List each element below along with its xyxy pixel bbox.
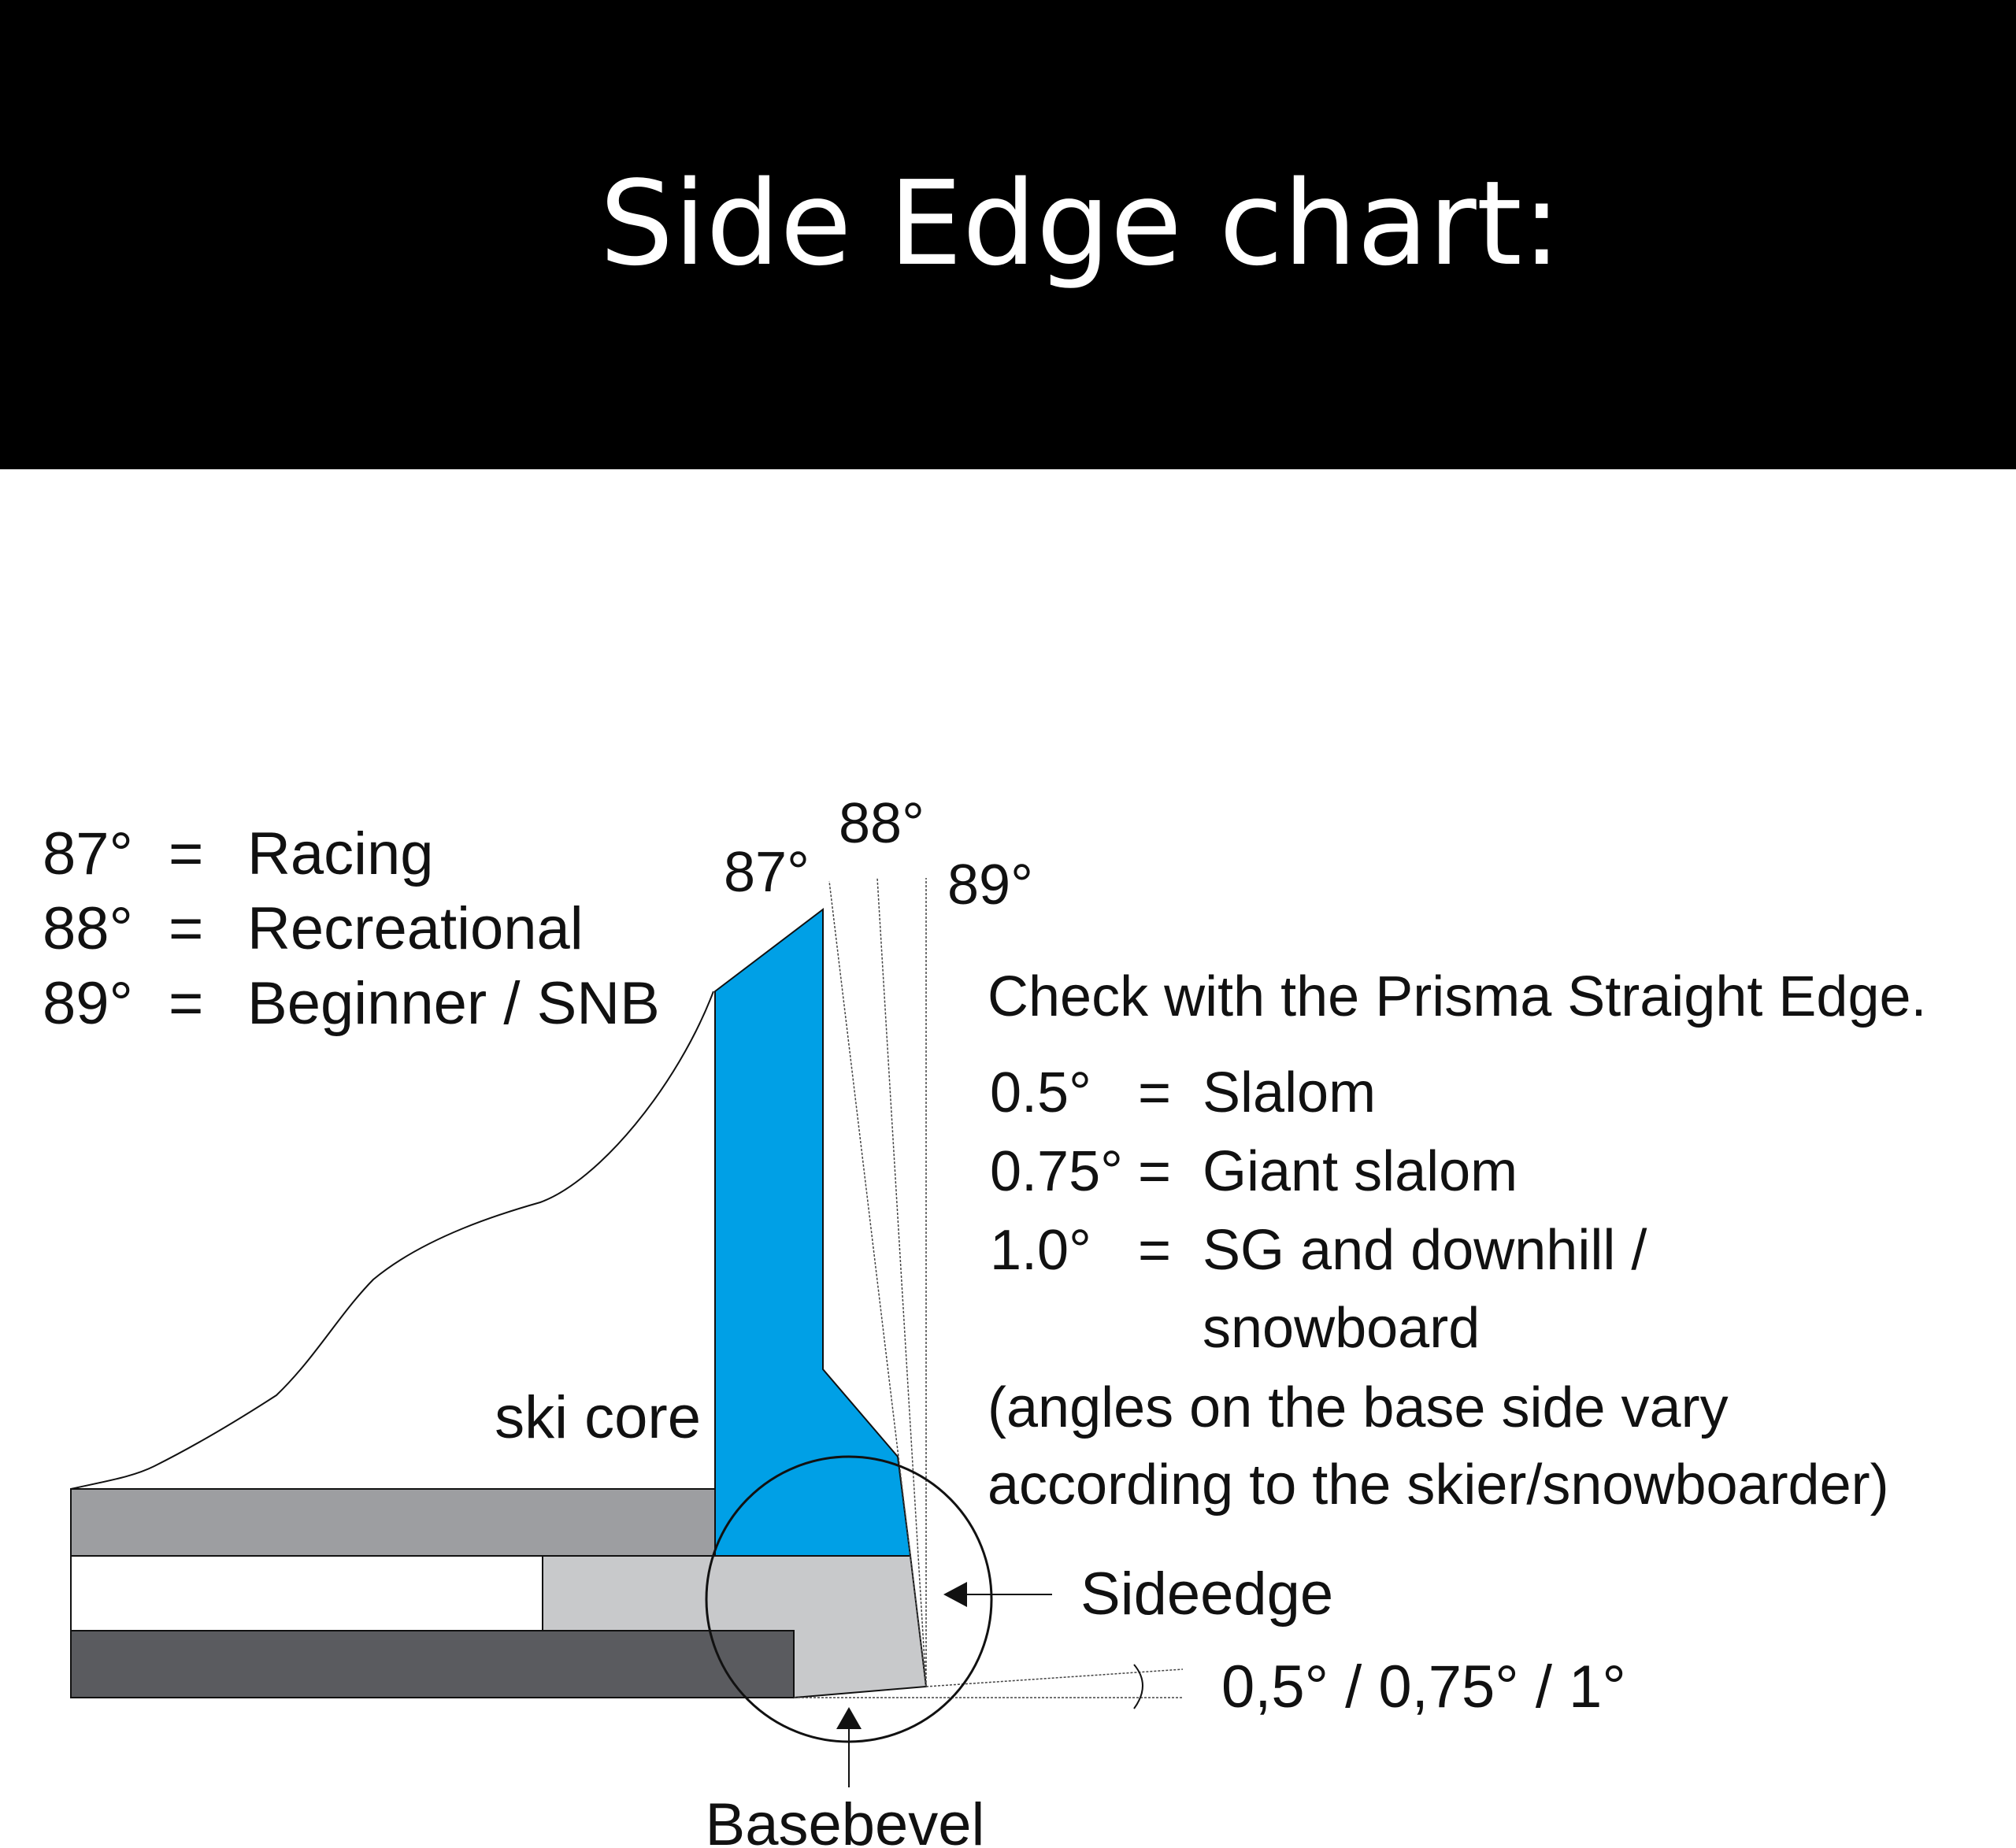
angle-label-89: 89° (947, 854, 1033, 917)
base-equals: = (1138, 1219, 1171, 1282)
basebevel-arrow-icon (836, 1707, 862, 1729)
page-title: Side Edge chart: (599, 156, 1561, 291)
note-line: according to the skier/snowboarder) (988, 1454, 1889, 1517)
core-layer (70, 1555, 543, 1631)
mountain-outline (70, 991, 714, 1490)
base-discipline-continuation: snowboard (1203, 1297, 1480, 1360)
base-equals: = (1138, 1061, 1171, 1124)
angle-legend: 87° = Racing 88° = Recreational 89° = Be… (43, 820, 660, 1037)
legend-label: Beginner / SNB (247, 970, 660, 1037)
legend-label: Racing (247, 820, 434, 887)
angle-label-87: 87° (724, 841, 810, 904)
base-layer (70, 1630, 795, 1698)
bevel-angles-label: 0,5° / 0,75° / 1° (1221, 1654, 1626, 1720)
note-line: (angles on the base side vary (988, 1376, 1729, 1439)
sideedge-label: Sideedge (1080, 1561, 1333, 1628)
base-angle: 0.5° (990, 1061, 1091, 1124)
legend-angle: 87° (43, 820, 133, 887)
base-equals: = (1138, 1140, 1171, 1203)
legend-equals: = (169, 820, 203, 887)
legend-angle: 89° (43, 970, 133, 1037)
base-discipline: Slalom (1203, 1061, 1376, 1124)
angle-line-87 (828, 880, 927, 1687)
basebevel-label: Basebevel (706, 1791, 985, 1848)
legend-equals: = (169, 895, 203, 962)
bevel-angle-arc (1133, 1664, 1143, 1709)
base-discipline: SG and downhill / (1203, 1219, 1647, 1282)
legend-angle: 88° (43, 895, 133, 962)
edge-profile-blue (714, 907, 912, 1557)
sideedge-arrow-icon (943, 1582, 967, 1607)
top-layer (70, 1488, 716, 1557)
base-angle: 1.0° (990, 1219, 1091, 1282)
check-instruction: Check with the Prisma Straight Edge. (988, 965, 1927, 1028)
angle-line-88 (876, 877, 927, 1687)
recommendation-text: Check with the Prisma Straight Edge. 0.5… (988, 965, 1927, 1517)
legend-label: Recreational (247, 895, 584, 962)
angle-label-88: 88° (839, 792, 925, 855)
base-angle: 0.75° (990, 1140, 1123, 1203)
ski-core-label: ski core (495, 1384, 701, 1451)
header-banner (0, 0, 2016, 469)
legend-equals: = (169, 970, 203, 1037)
base-discipline: Giant slalom (1203, 1140, 1518, 1203)
